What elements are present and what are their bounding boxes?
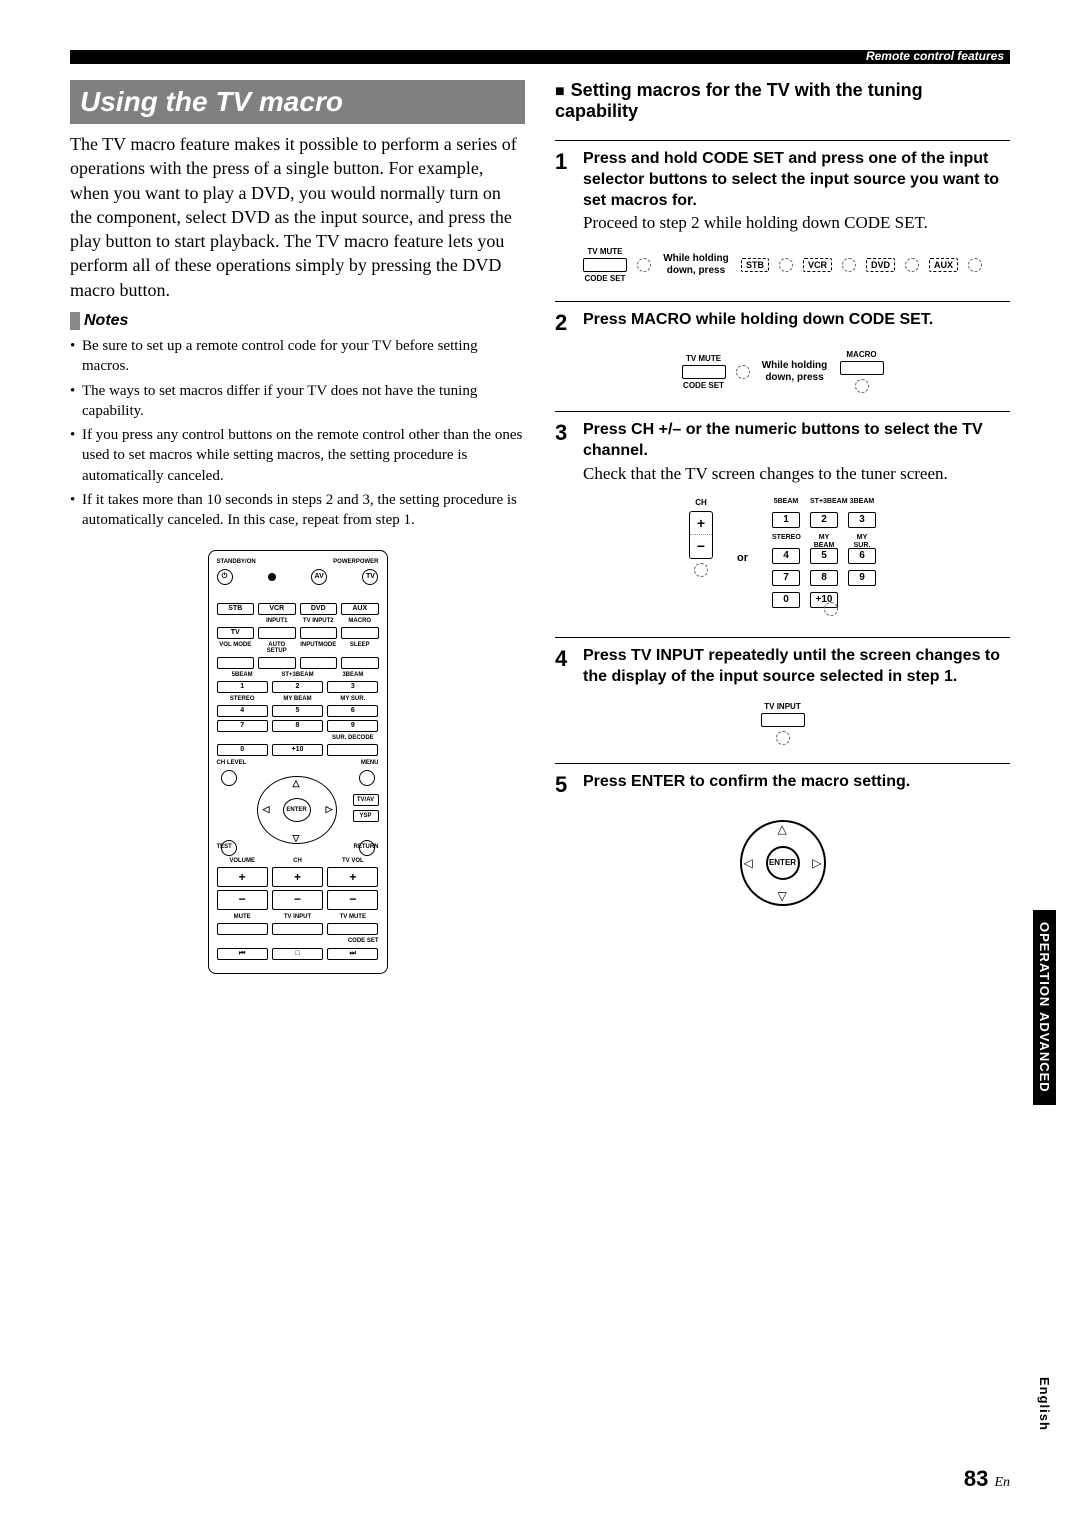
tab-english: English xyxy=(1033,1365,1056,1443)
finger-icon xyxy=(968,258,982,272)
page-number: 83 En xyxy=(964,1466,1010,1492)
tab-advanced: OPERATION ADVANCED xyxy=(1033,910,1056,1105)
right-column: ■Setting macros for the TV with the tuni… xyxy=(555,80,1010,974)
step-1: 1 Press and hold CODE SET and press one … xyxy=(555,149,1010,233)
note-item: If it takes more than 10 seconds in step… xyxy=(70,490,525,531)
separator xyxy=(555,763,1010,764)
finger-icon xyxy=(694,563,708,577)
finger-icon xyxy=(776,731,790,745)
notes-list: Be sure to set up a remote control code … xyxy=(70,336,525,530)
subheading: ■Setting macros for the TV with the tuni… xyxy=(555,80,1010,122)
separator xyxy=(555,140,1010,141)
step4-diagram: TV INPUT xyxy=(555,702,1010,745)
step-5: 5 Press ENTER to confirm the macro setti… xyxy=(555,772,1010,798)
left-column: Using the TV macro The TV macro feature … xyxy=(70,80,525,974)
side-tabs: OPERATION ADVANCED English xyxy=(1033,910,1056,1449)
section-title-text: Using the TV macro xyxy=(80,86,343,117)
finger-icon xyxy=(824,602,838,616)
remote-dpad: ENTER △ ▽ ◁ ▷ TV/AV YSP TEST RETURN xyxy=(217,770,379,850)
up-arrow-icon: △ xyxy=(778,822,787,837)
notes-heading: Notes xyxy=(70,312,138,330)
note-item: If you press any control buttons on the … xyxy=(70,425,525,486)
step-2: 2 Press MACRO while holding down CODE SE… xyxy=(555,310,1010,336)
finger-icon xyxy=(855,379,869,393)
right-arrow-icon: ▷ xyxy=(812,856,821,871)
square-bullet-icon: ■ xyxy=(555,83,565,100)
finger-icon xyxy=(736,365,750,379)
note-item: Be sure to set up a remote control code … xyxy=(70,336,525,377)
separator xyxy=(555,637,1010,638)
finger-icon xyxy=(779,258,793,272)
remote-illustration: STANDBY/ON POWER POWER ⏻ AV TV STB VCR D… xyxy=(208,550,388,974)
note-item: The ways to set macros differ if your TV… xyxy=(70,381,525,422)
finger-icon xyxy=(637,258,651,272)
intro-paragraph: The TV macro feature makes it possible t… xyxy=(70,132,525,302)
step-3: 3 Press CH +/– or the numeric buttons to… xyxy=(555,420,1010,484)
step-4: 4 Press TV INPUT repeatedly until the sc… xyxy=(555,646,1010,688)
finger-icon xyxy=(905,258,919,272)
separator xyxy=(555,411,1010,412)
left-arrow-icon: ◁ xyxy=(744,856,753,871)
standby-icon: ⏻ xyxy=(217,569,233,585)
step5-dpad: ENTER △ ▽ ◁ ▷ xyxy=(728,808,838,918)
section-title: Using the TV macro xyxy=(70,80,525,124)
header-bar: Remote control features xyxy=(70,50,1010,64)
led-icon xyxy=(268,573,276,581)
down-arrow-icon: ▽ xyxy=(778,889,787,904)
step1-diagram: TV MUTE CODE SET While holding down, pre… xyxy=(555,247,1010,283)
step2-diagram: TV MUTE CODE SET While holding down, pre… xyxy=(555,350,1010,393)
separator xyxy=(555,301,1010,302)
header-section: Remote control features xyxy=(866,49,1004,63)
finger-icon xyxy=(842,258,856,272)
step3-diagram: CH +− or 5BEAM ST+3BEAM 3BEAM 1 2 3 STER… xyxy=(555,498,1010,619)
